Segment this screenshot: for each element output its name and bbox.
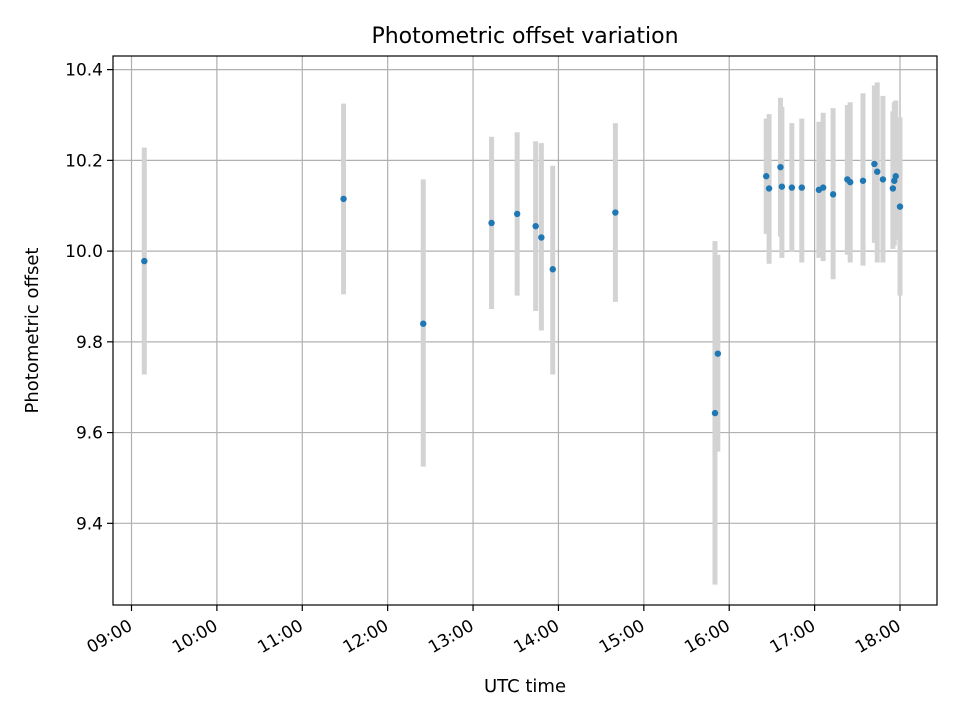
data-point xyxy=(711,409,719,417)
y-axis-ticks: 9.4 9.6 9.8 10.0 10.2 10.4 xyxy=(65,61,113,534)
x-axis-label: UTC time xyxy=(484,676,566,697)
data-point xyxy=(896,203,904,210)
data-point xyxy=(340,195,347,203)
data-point xyxy=(798,184,806,191)
data-point xyxy=(889,185,897,192)
plot-area-frame xyxy=(112,55,938,606)
data-point xyxy=(532,222,539,230)
data-point xyxy=(612,209,619,216)
y-tick-label: 10.4 xyxy=(65,61,103,81)
y-axis-label: Photometric offset xyxy=(22,248,43,414)
data-point xyxy=(778,183,786,190)
data-point xyxy=(763,173,770,180)
y-tick-label: 9.8 xyxy=(76,333,103,353)
y-tick-label: 9.4 xyxy=(76,514,103,534)
data-point xyxy=(819,184,827,191)
data-point xyxy=(141,257,148,265)
data-point xyxy=(846,178,854,186)
data-point xyxy=(549,266,556,273)
data-point xyxy=(788,184,796,191)
data-point xyxy=(879,176,887,183)
data-point xyxy=(714,350,722,357)
data-point xyxy=(513,210,521,218)
data-point xyxy=(892,173,899,180)
grid xyxy=(113,56,937,605)
y-tick-label: 10.2 xyxy=(65,151,103,171)
data-point xyxy=(488,219,495,227)
data-point xyxy=(859,177,867,184)
y-tick-label: 10.0 xyxy=(65,242,103,262)
data-point xyxy=(871,160,878,168)
data-point xyxy=(829,191,837,198)
data-point xyxy=(874,168,881,175)
data-points xyxy=(141,160,904,417)
data-point xyxy=(420,320,427,327)
data-point xyxy=(765,185,773,192)
data-point xyxy=(538,234,545,241)
data-point xyxy=(777,163,784,171)
y-tick-label: 9.6 xyxy=(76,424,103,444)
chart-title: Photometric offset variation xyxy=(371,24,678,49)
